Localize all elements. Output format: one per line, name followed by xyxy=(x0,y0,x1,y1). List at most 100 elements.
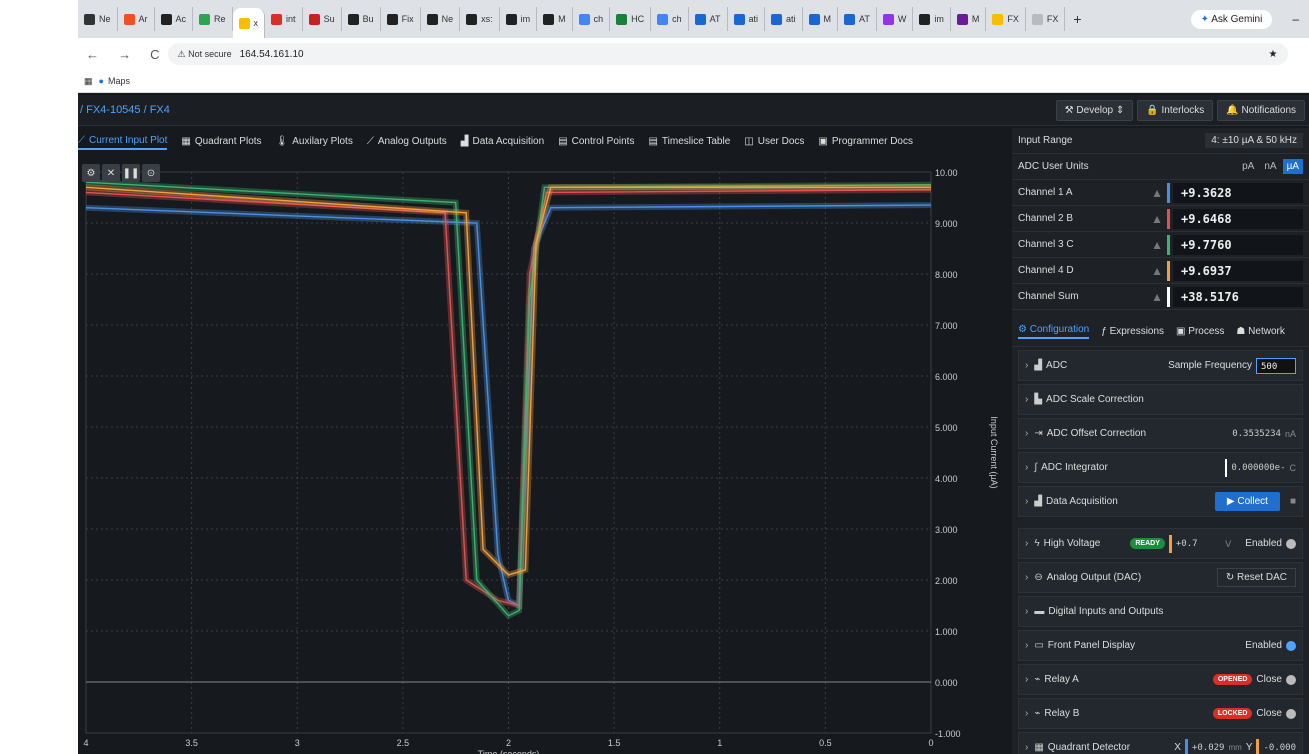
tab-quadrant-plots[interactable]: ▦ Quadrant Plots xyxy=(181,134,261,149)
browser-tab[interactable]: HC xyxy=(610,7,652,31)
tab-user-docs[interactable]: ◫ User Docs xyxy=(744,134,804,149)
chevron-right-icon: › xyxy=(1025,640,1029,651)
gear-icon[interactable]: ⚙ xyxy=(82,164,100,182)
hv-value[interactable]: +0.7 xyxy=(1175,538,1198,549)
browser-tab[interactable]: AT xyxy=(838,7,877,31)
section-digital-io[interactable]: › ▬ Digital Inputs and Outputs xyxy=(1018,596,1303,627)
forward-icon[interactable]: → xyxy=(118,46,132,62)
not-secure-label[interactable]: ⚠ Not secure xyxy=(177,48,232,59)
relay-b-close-button[interactable]: Close xyxy=(1256,708,1282,719)
browser-tab[interactable]: ati xyxy=(765,7,803,31)
sample-frequency-input[interactable]: 500 xyxy=(1256,357,1296,374)
quad-x-value[interactable]: +0.029 xyxy=(1191,742,1225,753)
relay-a-toggle[interactable] xyxy=(1286,674,1296,685)
back-icon[interactable]: ← xyxy=(86,46,99,62)
section-relay-a[interactable]: › ⌁ Relay A OPENED Close xyxy=(1018,664,1303,695)
tab-process[interactable]: ▣ Process xyxy=(1176,325,1225,337)
section-adc-scale[interactable]: › ▙ ADC Scale Correction xyxy=(1018,384,1303,415)
tab-network[interactable]: ☗ Network xyxy=(1236,325,1285,337)
bookmark-maps[interactable]: Maps xyxy=(107,76,130,86)
offset-value[interactable]: 0.3535234 xyxy=(1232,428,1281,439)
unit-na-button[interactable]: nA xyxy=(1264,161,1277,172)
current-input-plot[interactable]: ⚙ ✕ ❚❚ ⊙ 10.00 9.000 8.000 7.000 6.000 5.000 4… xyxy=(78,158,1078,754)
browser-tab[interactable]: int xyxy=(265,7,303,31)
browser-tab[interactable]: Bu xyxy=(342,7,381,31)
browser-tab[interactable]: Re xyxy=(193,7,233,31)
browser-tab[interactable]: xs: xyxy=(460,7,500,31)
section-adc-integrator[interactable]: › ∫ ADC Integrator 0.000000e- C xyxy=(1018,452,1303,483)
collect-button[interactable]: ▶ Collect xyxy=(1214,492,1280,511)
tab-expressions[interactable]: ƒ Expressions xyxy=(1101,325,1165,337)
browser-tab[interactable]: M xyxy=(803,7,839,31)
stop-icon[interactable]: ■ xyxy=(1289,496,1296,507)
browser-tab[interactable]: M xyxy=(537,7,573,31)
section-quadrant-detector[interactable]: › ▦ Quadrant Detector X +0.029 mm Y -0.00… xyxy=(1018,732,1303,754)
tab-favicon-icon xyxy=(386,13,398,25)
tab-label: Ne xyxy=(441,14,454,24)
section-relay-b[interactable]: › ⌁ Relay B LOCKED Close xyxy=(1018,698,1303,729)
browser-tab[interactable]: Ne xyxy=(421,7,461,31)
tab-programmer-docs[interactable]: ▣ Programmer Docs xyxy=(818,134,913,149)
browser-tab[interactable]: ch xyxy=(573,7,611,31)
section-front-panel[interactable]: › ▭ Front Panel Display Enabled xyxy=(1018,630,1303,661)
browser-tab[interactable]: Ne xyxy=(78,7,118,31)
browser-tab[interactable]: x xyxy=(232,8,266,38)
browser-tab[interactable]: Su xyxy=(303,7,342,31)
input-range-row[interactable]: Input Range 4: ±10 µA & 50 kHz xyxy=(1012,128,1309,154)
section-analog-output[interactable]: › ⊖ Analog Output (DAC) ↻ Reset DAC xyxy=(1018,562,1303,593)
tab-data-acquisition[interactable]: ▟ Data Acquisition xyxy=(461,134,544,149)
section-adc-offset[interactable]: › ⇥ ADC Offset Correction 0.3535234 nA xyxy=(1018,418,1303,449)
series-noise-band xyxy=(85,202,932,611)
section-adc[interactable]: › ▟ ADC Sample Frequency 500 xyxy=(1018,350,1303,381)
browser-tab[interactable]: W xyxy=(877,7,914,31)
hv-toggle[interactable] xyxy=(1286,538,1296,549)
notifications-button[interactable]: 🔔 Notifications xyxy=(1217,99,1305,121)
tab-current-input-plot[interactable]: ⟋ Current Input Plot xyxy=(78,133,168,150)
grid-icon: ▦ xyxy=(181,135,191,147)
browser-tab[interactable]: M xyxy=(951,7,987,31)
tab-auxilary-plots[interactable]: 🌡 Auxilary Plots xyxy=(276,134,353,149)
browser-tab[interactable]: FX xyxy=(986,7,1026,31)
integrator-value[interactable]: 0.000000e- xyxy=(1231,462,1286,473)
star-icon[interactable]: ★ xyxy=(1268,48,1278,60)
pause-icon[interactable]: ❚❚ xyxy=(122,164,140,182)
input-range-value[interactable]: 4: ±10 µA & 50 kHz xyxy=(1205,133,1303,148)
target-icon[interactable]: ⊙ xyxy=(142,164,160,182)
section-data-acquisition[interactable]: › ▟ Data Acquisition ▶ Collect ■ xyxy=(1018,486,1303,517)
fpd-toggle[interactable] xyxy=(1286,640,1296,651)
tab-favicon-icon xyxy=(199,13,211,25)
browser-tab[interactable]: im xyxy=(913,7,951,31)
quad-y-value[interactable]: -0.000 xyxy=(1263,742,1296,753)
browser-tab[interactable]: ati xyxy=(728,7,766,31)
tab-control-points[interactable]: ▤ Control Points xyxy=(558,134,634,149)
reset-dac-button[interactable]: ↻ Reset DAC xyxy=(1216,568,1296,587)
interlocks-button[interactable]: 🔒 Interlocks xyxy=(1137,99,1214,121)
ask-gemini-button[interactable]: ✦ Ask Gemini xyxy=(1190,9,1273,29)
url-field[interactable]: ⚠ Not secure 164.54.161.10 ★ xyxy=(167,43,1288,65)
minimize-button[interactable]: – xyxy=(1292,12,1299,26)
browser-tab[interactable]: Fix xyxy=(381,7,421,31)
browser-tab[interactable]: ch xyxy=(651,7,689,31)
tab-timeslice-table[interactable]: ▤ Timeslice Table xyxy=(648,134,730,149)
section-high-voltage[interactable]: › ϟ High Voltage READY +0.7 V Enabled xyxy=(1018,528,1303,559)
reload-icon[interactable]: C xyxy=(150,46,160,62)
relay-b-toggle[interactable] xyxy=(1286,708,1296,719)
tab-configuration[interactable]: ⚙ Configuration xyxy=(1018,324,1090,339)
y-tick-label: -1.000 xyxy=(935,729,961,739)
browser-tab[interactable]: AT xyxy=(689,7,728,31)
close-icon[interactable]: ✕ xyxy=(102,164,120,182)
develop-button[interactable]: ⚒ Develop ⇕ xyxy=(1055,99,1134,121)
unit-pa-button[interactable]: pA xyxy=(1242,161,1255,172)
browser-tab[interactable]: Ar xyxy=(118,7,155,31)
browser-tab[interactable]: FX xyxy=(1026,7,1066,31)
breadcrumb[interactable]: / FX4-10545 / FX4 xyxy=(80,104,170,116)
browser-tab[interactable]: Ac xyxy=(155,7,194,31)
unit-ua-button[interactable]: µA xyxy=(1282,159,1303,174)
relay-a-close-button[interactable]: Close xyxy=(1256,674,1282,685)
tab-label: im xyxy=(934,14,944,24)
new-tab-button[interactable]: + xyxy=(1073,11,1082,27)
browser-tab[interactable]: im xyxy=(500,7,538,31)
apps-icon[interactable]: ▦ xyxy=(84,75,93,86)
tab-analog-outputs[interactable]: ⟋ Analog Outputs xyxy=(367,134,447,149)
